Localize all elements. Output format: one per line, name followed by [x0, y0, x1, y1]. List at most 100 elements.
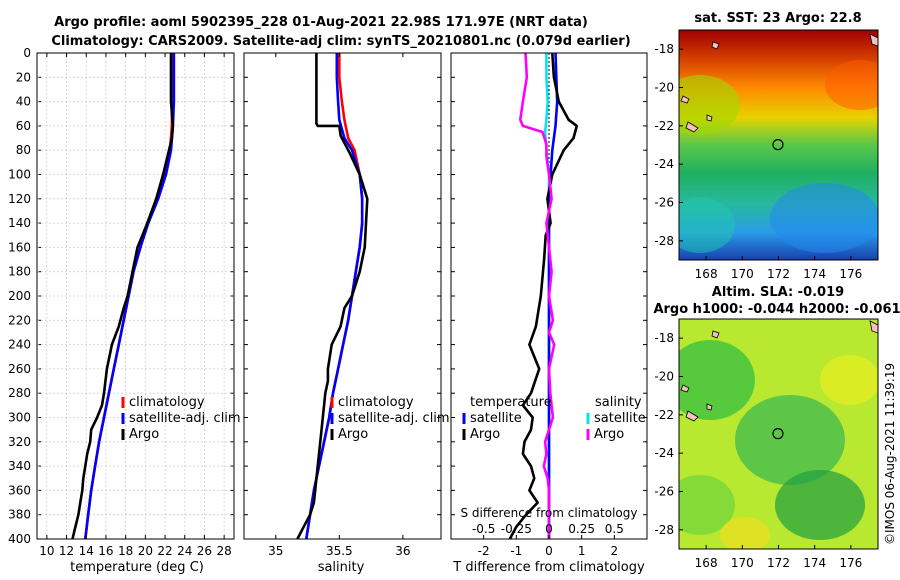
legend-label: Argo [129, 427, 159, 442]
legend-title-temperature: temperature [470, 395, 552, 410]
legend-label: Argo [470, 427, 500, 442]
x-tick-label: 1 [578, 544, 586, 558]
x-tick-label: 26 [197, 544, 212, 558]
difference-panel: -2 -1 0 1 2 T difference from climatology S … [450, 52, 648, 575]
sla-patch [775, 470, 865, 540]
series-line-satellite-adj-clim [305, 53, 364, 540]
x-tick-label: 2 [611, 544, 619, 558]
series-line-satellite-adj-clim [84, 53, 176, 540]
x-tick-label: 35 [268, 544, 283, 558]
temperature-axis-label: temperature (deg C) [70, 560, 204, 575]
sst-map-title: sat. SST: 23 Argo: 22.8 [694, 11, 861, 26]
difference-legend: temperature salinitysatelliteArgosatellit… [462, 395, 646, 442]
map-x-tick-label: 172 [767, 267, 790, 281]
x-tick-label: 16 [98, 544, 113, 558]
sla-patch [679, 340, 755, 420]
x-tick-label: 12 [59, 544, 74, 558]
map-y-tick-label: -26 [654, 196, 674, 210]
x-tick-label: 28 [217, 544, 232, 558]
map-x-tick-label: 174 [803, 556, 826, 570]
salinity-panel-frame [243, 52, 442, 540]
map-x-tick-label: 168 [695, 267, 718, 281]
s-tick-label: 0.25 [568, 522, 595, 536]
depth-tick-label: 240 [8, 338, 31, 352]
sla-patch [820, 355, 878, 405]
x-tick-label: 24 [177, 544, 192, 558]
map-x-tick-label: 168 [695, 556, 718, 570]
x-tick-label: 36 [395, 544, 410, 558]
legend-label: Argo [594, 427, 624, 442]
legend-label: satellite [470, 411, 522, 426]
x-tick-label: 10 [39, 544, 54, 558]
map-y-tick-label: -20 [654, 370, 674, 384]
depth-tick-label: 340 [8, 459, 31, 473]
s-tick-label: 0.5 [605, 522, 624, 536]
map-x-tick-label: 176 [839, 556, 862, 570]
depth-tick-label: 380 [8, 508, 31, 522]
legend-label: satellite-adj. clim [129, 411, 241, 426]
sla-patch [735, 395, 845, 485]
depth-tick-label: 180 [8, 265, 31, 279]
temperature-panel-frame [36, 52, 235, 540]
land-outline [680, 320, 878, 422]
argo-position-marker [772, 139, 784, 151]
imos-watermark: ©IMOS 06-Aug-2021 11:39:19 [883, 363, 897, 545]
map-y-tick-label: -24 [654, 446, 674, 460]
series-line-t-argo [508, 52, 579, 540]
argo-position-marker [772, 428, 784, 440]
sla-patch [720, 517, 770, 549]
legend-label: satellite [594, 411, 646, 426]
depth-tick-label: 140 [8, 216, 31, 230]
salinity-axis-label: salinity [318, 560, 365, 575]
depth-tick-label: 220 [8, 313, 31, 327]
depth-tick-label: 100 [8, 168, 31, 182]
s-tick-label: -0.5 [472, 522, 495, 536]
map-y-tick-label: -28 [654, 523, 674, 537]
map-y-tick-label: -22 [654, 408, 674, 422]
temperature-panel: 10 12 14 16 18 20 22 24 26 28 temperature (deg C)… [36, 52, 241, 575]
depth-tick-label: 400 [8, 532, 31, 546]
sst-map: sat. SST: 23 Argo: 22.8 168 170 172 174 176 -… [654, 11, 879, 281]
title-line-2: Climatology: CARS2009. Satellite-adj cli… [51, 34, 630, 49]
s-tick-label: 0 [545, 522, 553, 536]
map-y-tick-label: -18 [654, 331, 674, 345]
depth-tick-label: 20 [16, 70, 31, 84]
x-tick-label: 0 [545, 544, 553, 558]
land-outline [680, 33, 878, 133]
depth-tick-label: 300 [8, 411, 31, 425]
x-tick-label: -2 [478, 544, 490, 558]
depth-tick-label: 360 [8, 483, 31, 497]
depth-tick-label: 260 [8, 362, 31, 376]
depth-tick-label: 200 [8, 289, 31, 303]
map-y-tick-label: -20 [654, 81, 674, 95]
sst-patch [770, 183, 878, 253]
x-tick-label: 14 [79, 544, 94, 558]
x-tick-label: 20 [138, 544, 153, 558]
map-x-tick-label: 170 [731, 556, 754, 570]
legend-title-salinity: salinity [595, 395, 642, 410]
depth-tick-label: 280 [8, 386, 31, 400]
t-difference-axis-label: T difference from climatology [452, 560, 645, 575]
sla-map-title: Altim. SLA: -0.019 [712, 285, 844, 300]
legend-label: satellite-adj. clim [338, 411, 450, 426]
map-y-tick-label: -18 [654, 42, 674, 56]
sst-patch [679, 75, 740, 135]
s-difference-axis-label: S difference from climatology [461, 506, 638, 520]
s-tick-label: -0.25 [501, 522, 532, 536]
sst-patch [825, 60, 878, 110]
series-line-argo [296, 53, 369, 540]
map-x-tick-label: 172 [767, 556, 790, 570]
map-y-tick-label: -28 [654, 234, 674, 248]
depth-tick-label: 160 [8, 240, 31, 254]
x-tick-label: 35.5 [326, 544, 353, 558]
depth-tick-label: 80 [16, 143, 31, 157]
map-y-tick-label: -24 [654, 157, 674, 171]
map-x-tick-label: 176 [839, 267, 862, 281]
depth-tick-label: 320 [8, 435, 31, 449]
sla-patch [679, 475, 735, 535]
map-y-tick-label: -22 [654, 119, 674, 133]
sla-map: Altim. SLA: -0.019 Argo h1000: -0.044 h2… [653, 285, 900, 570]
